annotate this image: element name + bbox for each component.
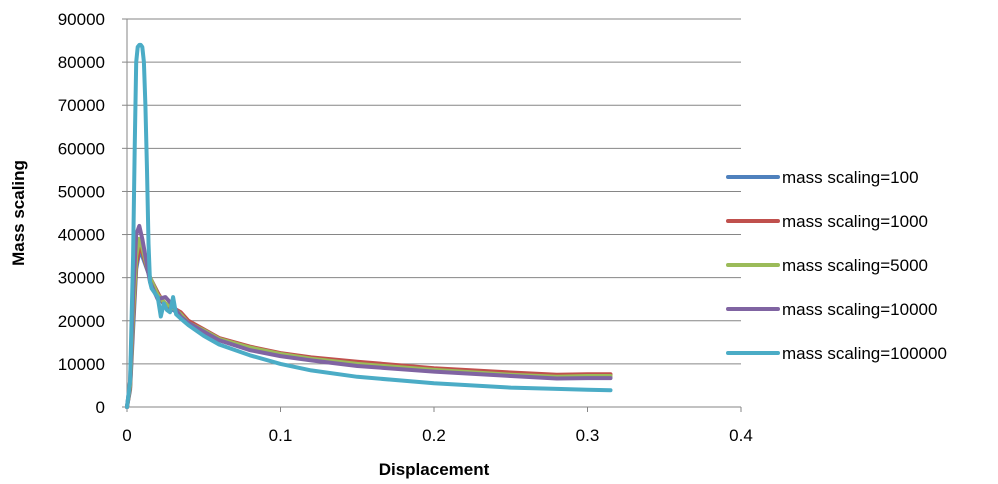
y-tick-label: 40000 [58, 226, 105, 245]
legend-label: mass scaling=100000 [782, 344, 947, 363]
y-axis-title: Mass scaling [9, 160, 28, 266]
series-line-3 [125, 236, 613, 409]
y-tick-label: 90000 [58, 10, 105, 29]
series-lines [125, 42, 613, 409]
series-line-5 [125, 42, 613, 409]
gridlines [127, 18, 741, 365]
y-tick-label: 30000 [58, 269, 105, 288]
x-axis-title: Displacement [379, 460, 490, 479]
y-tick-label: 70000 [58, 96, 105, 115]
y-tick-label: 60000 [58, 139, 105, 158]
legend-label: mass scaling=5000 [782, 256, 928, 275]
y-tick-label: 80000 [58, 53, 105, 72]
legend-label: mass scaling=1000 [782, 212, 928, 231]
y-tick-label: 20000 [58, 312, 105, 331]
legend-label: mass scaling=100 [782, 168, 919, 187]
x-tick-label: 0.1 [269, 426, 293, 445]
series-line-4 [125, 223, 613, 409]
legend-label: mass scaling=10000 [782, 300, 937, 319]
y-tick-label: 50000 [58, 182, 105, 201]
x-tick-label: 0.4 [729, 426, 753, 445]
tick-labels: 0 10000 20000 30000 40000 50000 60000 70000 8000… [58, 10, 753, 445]
axes [122, 18, 742, 412]
x-tick-label: 0.3 [576, 426, 600, 445]
x-tick-label: 0.2 [422, 426, 446, 445]
y-tick-label: 10000 [58, 355, 105, 374]
x-tick-label: 0 [122, 426, 131, 445]
legend: mass scaling=100 mass scaling=1000 mass sc… [726, 168, 947, 363]
y-tick-label: 0 [96, 398, 105, 417]
